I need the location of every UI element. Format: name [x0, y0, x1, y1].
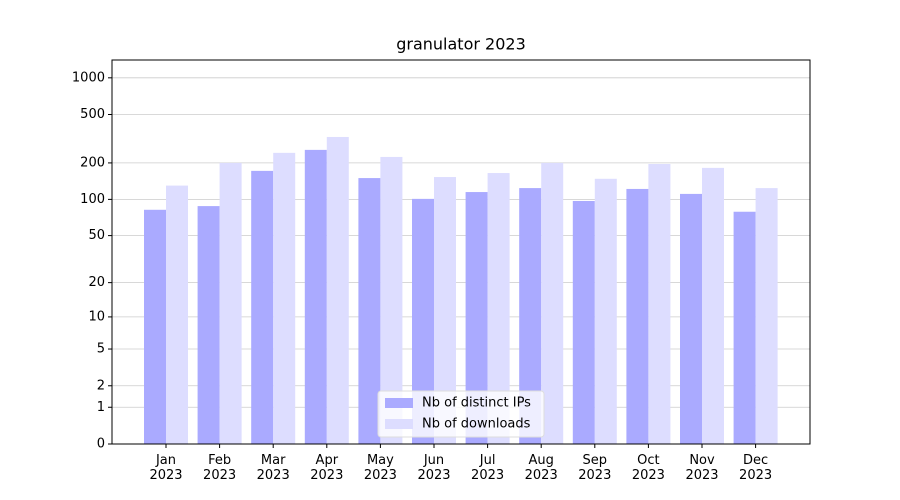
bar	[412, 198, 434, 444]
bar	[166, 185, 188, 444]
x-tick-label: Dec 2023	[739, 453, 773, 483]
bar	[572, 200, 595, 444]
bar	[144, 209, 166, 444]
bar	[755, 188, 778, 444]
axes-frame	[111, 59, 811, 445]
x-tick-label: Oct 2023	[631, 453, 665, 483]
bar	[251, 170, 274, 444]
legend-swatch	[385, 419, 413, 429]
y-tick-label: 1000	[72, 70, 105, 85]
bar	[487, 173, 510, 444]
bar	[519, 188, 542, 444]
x-tick-label: May 2023	[363, 453, 397, 483]
x-tick-label: Jun 2023	[417, 453, 451, 483]
bar	[733, 211, 756, 444]
x-tick-label: Nov 2023	[685, 453, 719, 483]
y-tick-label: 10	[88, 309, 105, 324]
bar	[219, 162, 242, 444]
x-tick-label: Sep 2023	[578, 453, 612, 483]
legend-box	[377, 390, 545, 438]
bar	[358, 178, 381, 444]
legend-label: Nb of downloads	[422, 417, 531, 432]
bar	[594, 178, 617, 444]
bar	[465, 192, 488, 444]
chart-title: granulator 2023	[396, 35, 526, 54]
y-tick-label: 500	[80, 107, 105, 122]
bar	[273, 152, 296, 445]
bar	[626, 188, 649, 444]
x-tick-label: Aug 2023	[524, 453, 558, 483]
y-tick-label: 2	[97, 378, 105, 393]
y-tick-label: 5	[97, 342, 105, 357]
y-tick-label: 50	[88, 228, 105, 243]
bar	[304, 149, 327, 444]
x-tick-label: Apr 2023	[310, 453, 344, 483]
x-tick-label: Jan 2023	[149, 453, 183, 483]
y-tick-label: 20	[88, 275, 105, 290]
x-tick-label: Jul 2023	[471, 453, 505, 483]
y-tick-label: 0	[97, 437, 105, 452]
bar	[648, 163, 671, 445]
bar	[197, 206, 220, 444]
legend-swatch	[385, 398, 413, 408]
y-tick-label: 200	[80, 155, 105, 170]
bar	[380, 156, 403, 444]
x-tick-label: Mar 2023	[256, 453, 290, 483]
legend: Nb of distinct IPs Nb of downloads	[377, 390, 545, 438]
bar	[434, 177, 456, 444]
legend-label: Nb of distinct IPs	[422, 396, 531, 411]
bar	[680, 193, 702, 444]
bar	[326, 136, 349, 444]
bar	[702, 167, 724, 444]
y-tick-label: 1	[97, 400, 105, 415]
x-tick-label: Feb 2023	[203, 453, 237, 483]
bar	[541, 162, 564, 444]
y-tick-label: 100	[80, 192, 105, 207]
